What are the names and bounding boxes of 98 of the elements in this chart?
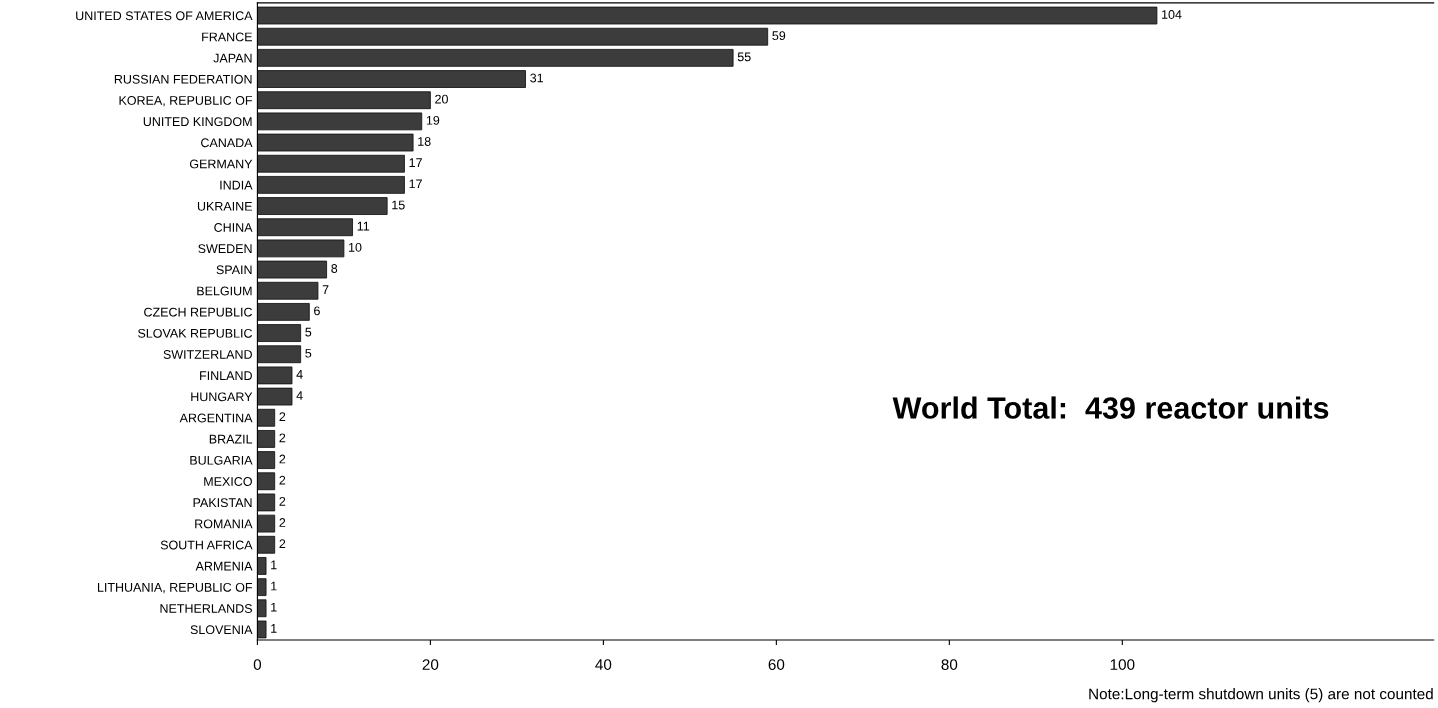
bar	[257, 91, 431, 110]
data-label: 2	[279, 412, 286, 421]
bar	[257, 281, 319, 300]
data-label: 18	[418, 137, 431, 146]
data-label: 7	[322, 285, 329, 294]
y-tick-label: ROMANIA	[195, 519, 253, 529]
x-tick-label: 20	[422, 659, 439, 670]
data-label: 2	[279, 454, 286, 464]
data-label: 2	[279, 518, 286, 527]
data-label: 5	[305, 327, 312, 337]
y-tick-label: UNITED STATES OF AMERICA	[76, 11, 253, 21]
y-tick-label: ARGENTINA	[179, 413, 253, 423]
bar	[257, 514, 276, 533]
bar	[257, 535, 276, 554]
y-tick-label: LITHUANIA, REPUBLIC OF	[97, 582, 253, 594]
data-label: 104	[1162, 10, 1182, 19]
data-label: 5	[305, 348, 312, 358]
y-tick-label: SWEDEN	[198, 244, 252, 254]
data-label: 55	[737, 52, 751, 62]
y-tick-label: FINLAND	[200, 371, 252, 380]
bar	[257, 578, 267, 596]
bar	[257, 451, 276, 469]
data-label: 59	[772, 31, 786, 41]
data-label: 4	[296, 391, 303, 400]
bar	[257, 197, 388, 215]
y-tick-label: HUNGARY	[191, 392, 253, 402]
data-label: 8	[331, 264, 338, 273]
y-tick-label: CZECH REPUBLIC	[144, 307, 253, 317]
data-label: 19	[426, 115, 440, 125]
y-tick-label: KOREA, REPUBLIC OF	[119, 96, 253, 107]
bar	[257, 218, 353, 237]
data-label: 1	[271, 624, 277, 633]
y-tick-label: SWITZERLAND	[163, 350, 252, 359]
bar	[257, 112, 423, 131]
x-tick-label: 0	[253, 659, 262, 670]
bar	[257, 387, 293, 406]
y-tick-label: SLOVAK REPUBLIC	[138, 328, 253, 338]
x-tick-label: 80	[941, 659, 958, 670]
x-tick-label: 100	[1110, 659, 1135, 670]
data-label: 17	[409, 179, 422, 189]
data-label: 4	[296, 370, 303, 379]
y-tick-label: BELGIUM	[197, 286, 252, 296]
data-label: 1	[271, 602, 277, 612]
bar	[257, 154, 405, 173]
bar	[257, 176, 405, 194]
bar	[257, 366, 293, 385]
data-label: 15	[392, 200, 405, 210]
data-label: 11	[357, 221, 370, 231]
bar	[257, 27, 769, 46]
bar	[257, 557, 267, 575]
annotation: World Total: 439 reactor units	[892, 396, 1329, 419]
bar	[257, 408, 276, 427]
y-tick-label: SPAIN	[216, 265, 252, 275]
bar	[257, 324, 302, 342]
data-label: 1	[271, 581, 277, 591]
bar	[257, 472, 276, 491]
y-tick-label: MEXICO	[204, 477, 252, 486]
data-label: 1	[271, 560, 277, 570]
y-tick-label: SOUTH AFRICA	[160, 540, 253, 550]
bar	[257, 303, 310, 321]
y-tick-label: UNITED KINGDOM	[143, 117, 252, 127]
y-tick-label: JAPAN	[213, 53, 252, 63]
bar	[257, 70, 526, 88]
y-tick-label: CHINA	[214, 223, 253, 232]
data-label: 17	[409, 158, 422, 167]
data-label: 2	[279, 539, 286, 548]
data-label: 10	[349, 242, 362, 252]
y-tick-label: FRANCE	[202, 32, 252, 42]
y-tick-label: ARMENIA	[195, 561, 253, 571]
y-tick-label: PAKISTAN	[193, 498, 252, 508]
y-tick-label: GERMANY	[189, 159, 253, 169]
bar	[257, 493, 276, 512]
data-label: 20	[435, 94, 448, 104]
bar	[257, 48, 734, 67]
x-tick-label: 60	[768, 659, 785, 670]
y-tick-label: NETHERLANDS	[160, 604, 252, 613]
y-tick-label: UKRAINE	[197, 201, 252, 211]
data-label: 2	[279, 475, 286, 485]
x-tick-label: 40	[595, 659, 612, 670]
bar	[257, 239, 345, 258]
y-tick-label: INDIA	[220, 180, 253, 190]
bar	[257, 620, 267, 639]
bar	[257, 430, 276, 448]
bar	[257, 599, 267, 618]
data-label: 6	[314, 306, 320, 316]
bar	[257, 6, 1158, 25]
bar	[257, 345, 302, 364]
data-label: 2	[279, 433, 286, 443]
y-tick-label: BULGARIA	[190, 455, 253, 465]
data-label: 2	[279, 496, 286, 506]
y-tick-label: SLOVENIA	[190, 625, 253, 635]
bar	[257, 133, 414, 152]
text: Note:Long-term shutdown units (5) are not counted	[1089, 688, 1433, 703]
y-tick-label: CANADA	[201, 138, 253, 148]
bar	[257, 260, 328, 279]
y-tick-label: RUSSIAN FEDERATION	[114, 74, 252, 84]
y-tick-label: BRAZIL	[209, 434, 253, 444]
data-label: 31	[530, 73, 543, 83]
